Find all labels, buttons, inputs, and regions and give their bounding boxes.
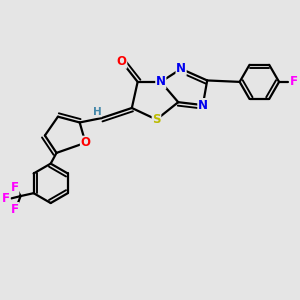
Text: F: F — [2, 193, 10, 206]
Text: S: S — [152, 113, 161, 126]
Text: F: F — [11, 182, 19, 194]
Text: N: N — [198, 99, 208, 112]
Text: O: O — [117, 55, 127, 68]
Text: O: O — [80, 136, 91, 149]
Text: F: F — [290, 75, 298, 88]
Text: N: N — [156, 75, 166, 88]
Text: F: F — [11, 202, 19, 216]
Text: H: H — [93, 107, 101, 117]
Text: N: N — [176, 62, 186, 75]
